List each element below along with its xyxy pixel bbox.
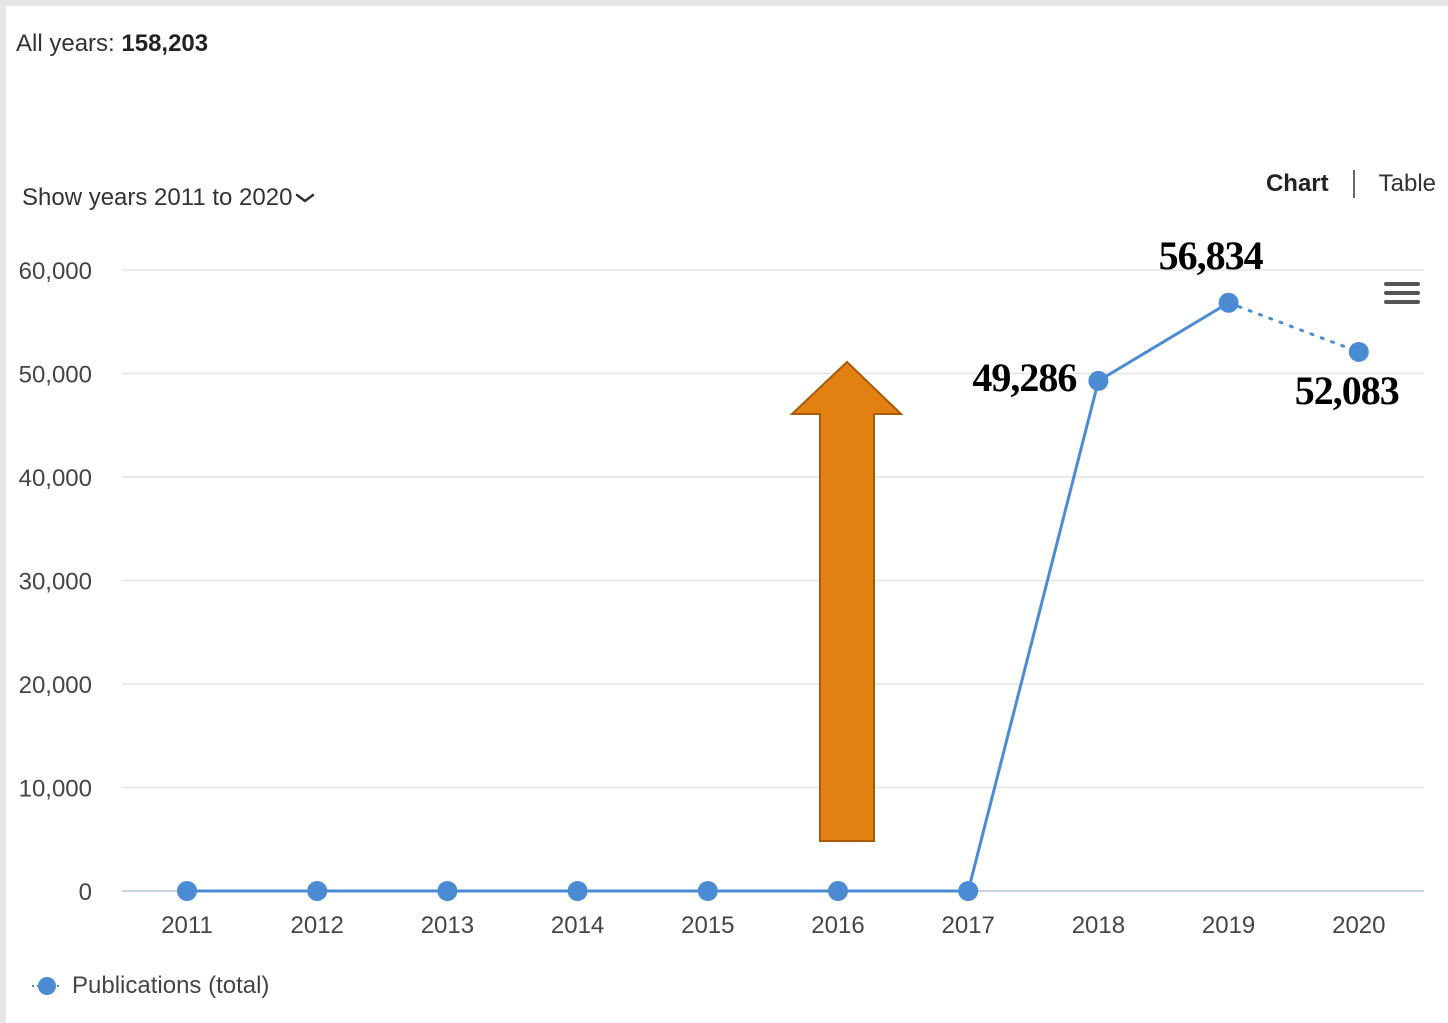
x-tick-label: 2011 <box>161 912 213 939</box>
year-range-label: Show years 2011 to 2020 <box>22 184 293 211</box>
x-tick-label: 2012 <box>291 912 344 939</box>
left-border <box>0 0 6 1023</box>
top-border <box>0 0 1448 6</box>
y-tick-label: 30,000 <box>19 569 92 596</box>
series-line-projected <box>1227 301 1361 354</box>
x-tick-label: 2013 <box>421 912 474 939</box>
summary-value: 158,203 <box>121 30 209 57</box>
data-label: 56,834 <box>1159 233 1264 278</box>
total-summary: All years: 158,203 <box>16 30 208 58</box>
y-tick-label: 20,000 <box>19 672 92 699</box>
data-point <box>1088 370 1109 391</box>
chart-view-tab[interactable]: Chart <box>1265 170 1329 197</box>
x-tick-label: 2020 <box>1332 912 1385 939</box>
chevron-down-icon <box>296 193 315 203</box>
chart-legend[interactable]: Publications (total) <box>30 972 269 1000</box>
y-tick-label: 50,000 <box>19 362 92 389</box>
data-point <box>177 881 197 901</box>
circle-marker-icon <box>32 977 62 995</box>
x-tick-label: 2016 <box>811 912 864 939</box>
data-point <box>437 881 458 901</box>
year-range-dropdown[interactable]: Show years 2011 to 2020 <box>22 184 316 212</box>
data-point <box>567 881 588 901</box>
data-point <box>697 881 718 901</box>
x-tick-label: 2015 <box>681 912 734 939</box>
x-tick-label: 2018 <box>1072 912 1125 939</box>
data-point <box>1348 341 1369 362</box>
data-point <box>307 881 328 901</box>
view-toggle: Chart Table <box>1266 170 1436 198</box>
y-tick-label: 10,000 <box>19 776 92 803</box>
data-point <box>1218 292 1239 313</box>
hamburger-menu-icon[interactable] <box>1384 282 1420 310</box>
y-tick-label: 40,000 <box>19 465 92 492</box>
up-arrow-icon <box>789 360 904 842</box>
x-tick-label: 2017 <box>942 912 995 939</box>
x-tick-label: 2014 <box>551 912 604 939</box>
view-separator <box>1352 170 1355 198</box>
data-point <box>828 881 848 901</box>
x-tick-label: 2019 <box>1202 912 1255 939</box>
y-tick-label: 0 <box>79 879 92 906</box>
y-tick-label: 60,000 <box>19 258 92 285</box>
data-label: 49,286 <box>972 355 1076 400</box>
data-point <box>958 881 979 901</box>
summary-label: All years: <box>16 30 115 57</box>
legend-label: Publications (total) <box>72 972 270 999</box>
data-label: 52,083 <box>1295 368 1399 413</box>
table-view-tab[interactable]: Table <box>1378 170 1436 197</box>
